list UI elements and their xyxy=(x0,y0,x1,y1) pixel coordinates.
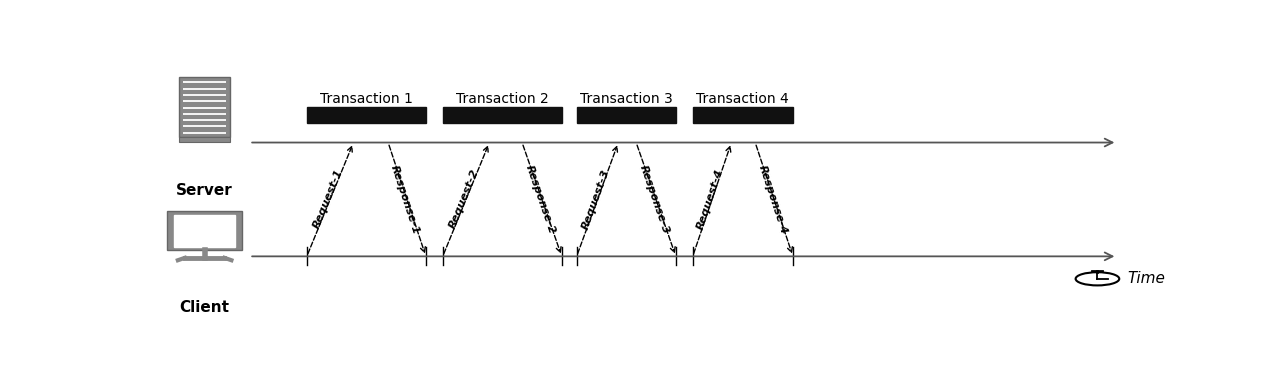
Bar xyxy=(174,215,236,247)
Text: Request-1: Request-1 xyxy=(312,168,346,230)
Text: Transaction 3: Transaction 3 xyxy=(580,92,672,106)
Text: Response-4: Response-4 xyxy=(756,164,788,236)
Text: Client: Client xyxy=(179,300,229,315)
Text: Request-2: Request-2 xyxy=(448,168,481,230)
Bar xyxy=(692,107,792,123)
Text: Response-2: Response-2 xyxy=(524,164,557,236)
Bar xyxy=(576,107,676,123)
Bar xyxy=(307,107,426,123)
Text: Request-4: Request-4 xyxy=(695,168,726,231)
Text: Time: Time xyxy=(1128,271,1165,286)
Bar xyxy=(168,212,242,251)
Text: Response-1: Response-1 xyxy=(389,164,421,236)
Bar xyxy=(443,107,562,123)
Text: Transaction 1: Transaction 1 xyxy=(320,92,412,106)
Text: Transaction 2: Transaction 2 xyxy=(456,92,549,106)
Bar xyxy=(179,137,230,142)
Text: Request-3: Request-3 xyxy=(580,168,612,231)
Bar xyxy=(179,77,230,137)
Text: Response-3: Response-3 xyxy=(637,164,671,236)
Text: Transaction 4: Transaction 4 xyxy=(696,92,790,106)
Text: Server: Server xyxy=(177,183,233,198)
